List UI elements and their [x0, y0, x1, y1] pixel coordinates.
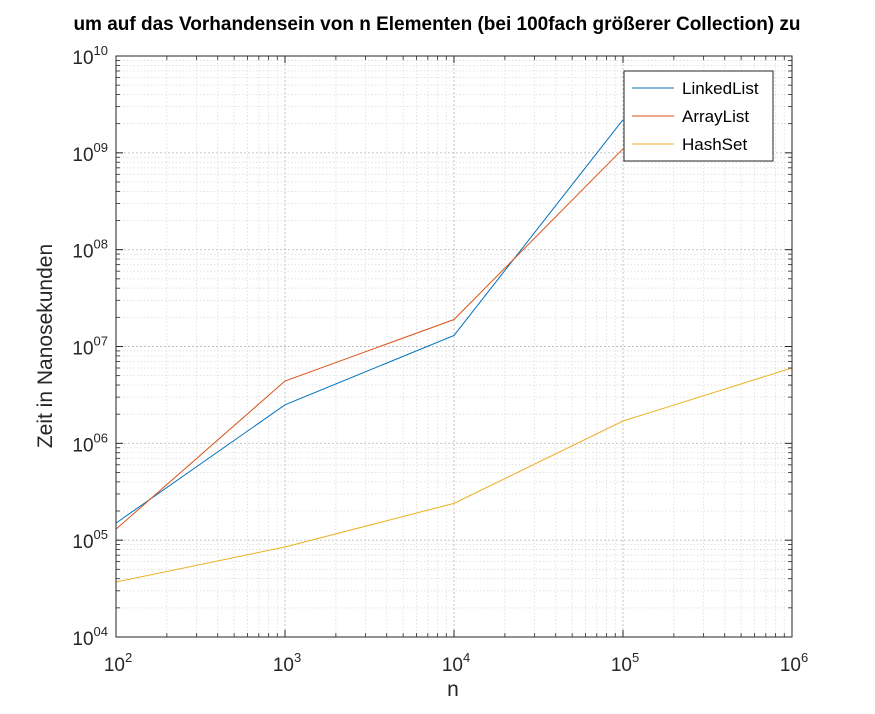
legend-label-linkedlist: LinkedList	[682, 79, 759, 98]
x-tick-label: 102	[104, 650, 132, 676]
x-tick-label: 104	[442, 650, 470, 676]
y-tick-label: 1009	[72, 140, 108, 166]
x-tick-label: 106	[780, 650, 808, 676]
y-tick-labels: 1004 1005 1006 1007 1008 1009 1010	[72, 43, 108, 650]
x-tick-label: 105	[611, 650, 639, 676]
y-axis-label: Zeit in Nanosekunden	[34, 244, 57, 448]
y-tick-label: 1008	[72, 237, 108, 263]
x-tick-label: 103	[273, 650, 301, 676]
y-tick-label: 1007	[72, 334, 108, 360]
legend: LinkedList ArrayList HashSet	[623, 70, 774, 162]
chart-title: um auf das Vorhandensein von n Elementen…	[73, 14, 800, 35]
series-line-hashset	[115, 367, 793, 583]
y-tick-label: 1010	[72, 43, 108, 69]
y-tick-label: 1004	[72, 624, 108, 650]
axes	[115, 55, 793, 638]
series-line-linkedlist	[115, 119, 624, 524]
legend-label-hashset: HashSet	[682, 135, 747, 154]
legend-label-arraylist: ArrayList	[682, 107, 749, 126]
y-tick-label: 1005	[72, 527, 108, 553]
series-layer	[115, 119, 793, 583]
x-tick-labels: 102 103 104 105 106	[104, 650, 808, 676]
series-line-arraylist	[115, 148, 624, 530]
y-tick-label: 1006	[72, 430, 108, 456]
x-axis-label: n	[447, 678, 459, 701]
